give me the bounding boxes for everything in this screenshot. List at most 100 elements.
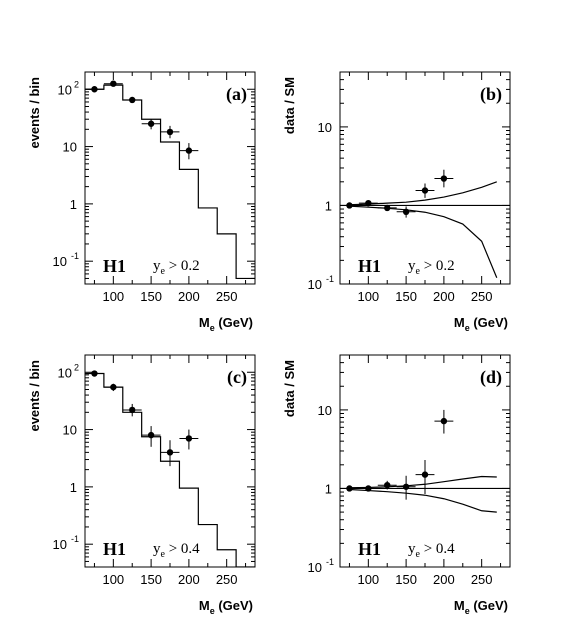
experiment-label: H1 [358, 256, 381, 276]
y-tick-label: 10 [58, 82, 72, 97]
data-point [346, 202, 353, 209]
data-point [185, 435, 193, 442]
panel-label: (a) [226, 84, 247, 105]
y-tick-exponent: -1 [326, 274, 334, 284]
data-point [384, 482, 391, 489]
y-tick-exponent: -1 [71, 534, 79, 544]
x-tick-label: 150 [395, 289, 417, 304]
x-axis-title: Me (GeV) [199, 315, 253, 333]
data-point [110, 383, 117, 391]
x-tick-label: 150 [395, 572, 417, 587]
y-tick-label: 10 [308, 560, 322, 575]
y-axis-title: events / bin [27, 77, 42, 149]
data-point [402, 483, 410, 490]
x-axis-unit: (GeV) [215, 598, 253, 613]
y-tick-label: 10 [318, 120, 332, 135]
x-tick-label: 250 [216, 289, 238, 304]
y-tick-label: 1 [325, 198, 332, 213]
y-tick-label: 10 [53, 254, 67, 269]
x-axis-var: M [454, 598, 465, 613]
x-tick-label: 100 [357, 572, 379, 587]
panel-label: (b) [480, 84, 502, 105]
cut-value: > 0.4 [165, 541, 200, 557]
data-point [440, 417, 448, 425]
data-point [129, 96, 136, 104]
x-tick-label: 100 [102, 572, 124, 587]
cut-label: ye > 0.2 [153, 258, 200, 277]
plot-area [340, 409, 510, 513]
data-point [147, 120, 155, 127]
y-tick-label: 1 [325, 481, 332, 496]
x-axis-title: Me (GeV) [199, 598, 253, 616]
y-axis-title: data / SM [282, 77, 297, 134]
x-axis-title: Me (GeV) [454, 598, 508, 616]
data-point [440, 175, 448, 182]
x-axis-var: M [454, 315, 465, 330]
x-tick-label: 200 [178, 572, 200, 587]
x-axis-sub: e [210, 606, 215, 616]
data-point [166, 449, 174, 456]
plot-area [340, 169, 510, 279]
data-point [147, 431, 155, 439]
cut-sub: e [416, 549, 421, 560]
panel-label: (c) [227, 367, 247, 388]
panel-label: (d) [480, 367, 502, 388]
cut-label: ye > 0.4 [153, 541, 200, 560]
cut-label: ye > 0.4 [408, 541, 455, 560]
x-axis-sub: e [465, 323, 470, 333]
x-axis-sub: e [210, 323, 215, 333]
data-point [91, 370, 98, 377]
cut-value: > 0.4 [420, 541, 455, 557]
cut-var: y [408, 258, 416, 274]
data-point [91, 86, 98, 93]
experiment-label: H1 [103, 256, 126, 276]
y-tick-label: 10 [308, 277, 322, 292]
x-tick-label: 150 [140, 289, 162, 304]
sm-histogram [85, 84, 255, 280]
y-tick-exponent: 2 [74, 362, 79, 372]
cut-sub: e [161, 549, 166, 560]
y-tick-label: 10 [318, 403, 332, 418]
cut-var: y [153, 258, 161, 274]
data-point [365, 199, 372, 207]
y-tick-label: 10 [63, 423, 77, 438]
cut-var: y [408, 541, 416, 557]
band-lower-line [349, 488, 497, 513]
panel-b: 100 150 200 250 -1 10 1 10 data / SM Me (GeV) (b) H… [282, 71, 511, 333]
cut-label: ye > 0.2 [408, 258, 455, 277]
y-axis-title: events / bin [27, 360, 42, 432]
band-upper-line [349, 475, 497, 489]
x-tick-label: 200 [178, 289, 200, 304]
x-tick-label: 250 [471, 289, 493, 304]
data-point [346, 485, 353, 492]
x-tick-label: 250 [216, 572, 238, 587]
x-axis-title: Me (GeV) [454, 315, 508, 333]
plot-area [85, 80, 255, 280]
band-lower-line [349, 205, 498, 279]
plot-area [85, 370, 255, 567]
x-axis-unit: (GeV) [470, 315, 508, 330]
data-point [110, 80, 117, 87]
panel-d: 100 150 200 250 -1 10 1 10 data / SM Me (GeV) (d) H… [282, 354, 511, 616]
y-tick-label: 10 [63, 140, 77, 155]
x-tick-label: 200 [433, 572, 455, 587]
y-tick-label: 10 [53, 537, 67, 552]
cut-sub: e [161, 266, 166, 277]
x-tick-label: 150 [140, 572, 162, 587]
x-tick-label: 250 [471, 572, 493, 587]
x-axis-var: M [199, 315, 210, 330]
y-axis-title: data / SM [282, 360, 297, 417]
cut-value: > 0.2 [420, 258, 455, 274]
y-tick-exponent: -1 [326, 557, 334, 567]
data-point [166, 128, 174, 136]
data-point [421, 187, 429, 194]
x-axis-unit: (GeV) [470, 598, 508, 613]
y-tick-exponent: -1 [71, 251, 79, 261]
data-point [185, 147, 193, 154]
data-point [365, 485, 372, 492]
cut-value: > 0.2 [165, 258, 200, 274]
data-point [384, 204, 391, 212]
y-tick-label: 1 [70, 480, 77, 495]
